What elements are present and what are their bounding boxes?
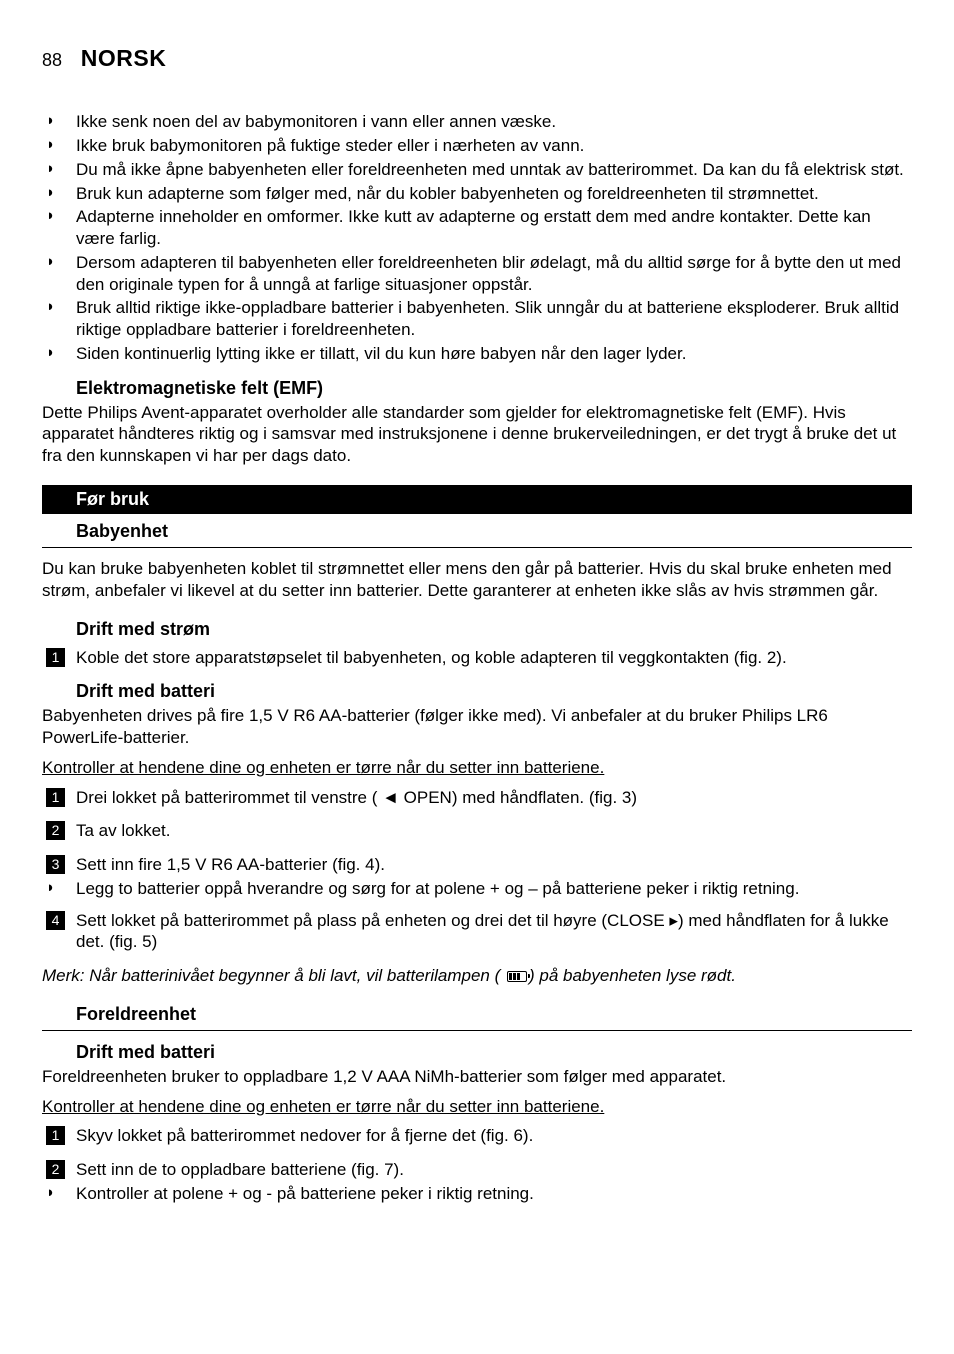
list-item: Kontroller at polene + og - på batterien…	[76, 1183, 912, 1205]
baby-unit-heading: Babyenhet	[42, 518, 912, 548]
step-item: Sett inn de to oppladbare batteriene (fi…	[42, 1159, 912, 1181]
list-item: Siden kontinuerlig lytting ikke er tilla…	[76, 343, 912, 365]
page-header: 88 NORSK	[42, 44, 912, 73]
parent-unit-heading: Foreldreenhet	[42, 1001, 912, 1031]
parent-battery-steps: Skyv lokket på batterirommet nedover for…	[42, 1125, 912, 1181]
list-item: Du må ikke åpne babyenheten eller foreld…	[76, 159, 912, 181]
step-item: Sett lokket på batterirommet på plass på…	[42, 910, 912, 954]
baby-battery-steps: Drei lokket på batterirommet til venstre…	[42, 787, 912, 876]
parent-battery-intro: Foreldreenheten bruker to oppladbare 1,2…	[42, 1066, 912, 1088]
note-text-pre: Merk: Når batterinivået begynner å bli l…	[42, 966, 500, 985]
emf-heading: Elektromagnetiske felt (EMF)	[76, 377, 912, 400]
mains-heading: Drift med strøm	[76, 618, 912, 641]
page-number: 88	[42, 50, 62, 70]
baby-battery-warning: Kontroller at hendene dine og enheten er…	[42, 757, 912, 779]
step-item: Koble det store apparatstøpselet til bab…	[42, 647, 912, 669]
list-item: Legg to batterier oppå hverandre og sørg…	[76, 878, 912, 900]
note-text-post: ) på babyenheten lyse rødt.	[529, 966, 736, 985]
battery-note: Merk: Når batterinivået begynner å bli l…	[42, 965, 912, 987]
step-item: Ta av lokket.	[42, 820, 912, 842]
baby-battery-steps-cont: Sett lokket på batterirommet på plass på…	[42, 910, 912, 954]
list-item: Adapterne inneholder en omformer. Ikke k…	[76, 206, 912, 250]
list-item: Bruk alltid riktige ikke-oppladbare batt…	[76, 297, 912, 341]
list-item: Dersom adapteren til babyenheten eller f…	[76, 252, 912, 296]
baby-battery-heading: Drift med batteri	[76, 680, 912, 703]
warnings-list: Ikke senk noen del av babymonitoren i va…	[42, 111, 912, 364]
section-bar-before-use: Før bruk	[42, 485, 912, 514]
baby-battery-intro: Babyenheten drives på fire 1,5 V R6 AA-b…	[42, 705, 912, 749]
emf-body: Dette Philips Avent-apparatet overholder…	[42, 402, 912, 467]
language-heading: NORSK	[81, 45, 167, 71]
battery-icon	[507, 971, 527, 982]
list-item: Ikke bruk babymonitoren på fuktige stede…	[76, 135, 912, 157]
step-item: Sett inn fire 1,5 V R6 AA-batterier (fig…	[42, 854, 912, 876]
step3-sublist: Legg to batterier oppå hverandre og sørg…	[42, 878, 912, 900]
mains-steps: Koble det store apparatstøpselet til bab…	[42, 647, 912, 669]
parent-step2-sublist: Kontroller at polene + og - på batterien…	[42, 1183, 912, 1205]
list-item: Ikke senk noen del av babymonitoren i va…	[76, 111, 912, 133]
list-item: Bruk kun adapterne som følger med, når d…	[76, 183, 912, 205]
parent-battery-warning: Kontroller at hendene dine og enheten er…	[42, 1096, 912, 1118]
baby-unit-intro: Du kan bruke babyenheten koblet til strø…	[42, 558, 912, 602]
step-item: Skyv lokket på batterirommet nedover for…	[42, 1125, 912, 1147]
step-item: Drei lokket på batterirommet til venstre…	[42, 787, 912, 809]
parent-battery-heading: Drift med batteri	[76, 1041, 912, 1064]
